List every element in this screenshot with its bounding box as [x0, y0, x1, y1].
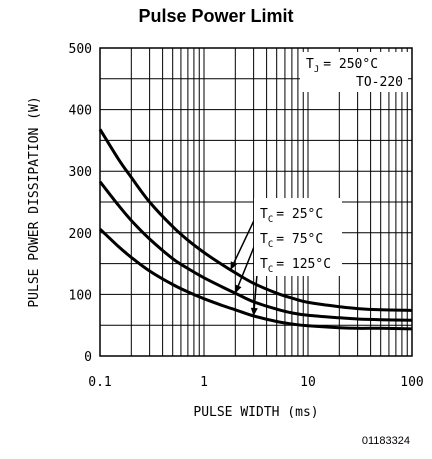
- x-axis-label: PULSE WIDTH (ms): [193, 405, 318, 420]
- y-tick-label: 100: [69, 288, 92, 303]
- y-tick-label: 200: [69, 227, 92, 242]
- chart-title: Pulse Power Limit: [138, 6, 293, 26]
- y-axis-label: PULSE POWER DISSIPATION (W): [27, 96, 42, 307]
- figure-code: 01183324: [362, 435, 410, 447]
- x-tick-label: 10: [300, 375, 316, 390]
- y-tick-label: 500: [69, 42, 92, 57]
- y-tick-label: 300: [69, 165, 92, 180]
- x-tick-label: 100: [400, 375, 423, 390]
- tj-sub: J: [314, 65, 319, 75]
- y-tick-labels: 0 100 200 300 400 500: [69, 42, 92, 365]
- y-tick-label: 400: [69, 104, 92, 119]
- tj-value: = 250°C: [323, 57, 378, 72]
- package-label: TO-220: [356, 75, 403, 90]
- x-tick-label: 1: [200, 375, 208, 390]
- y-tick-label: 0: [84, 350, 92, 365]
- x-tick-label: 0.1: [88, 375, 111, 390]
- x-tick-labels: 0.1 1 10 100: [88, 375, 423, 390]
- tj-prefix: T: [306, 57, 314, 72]
